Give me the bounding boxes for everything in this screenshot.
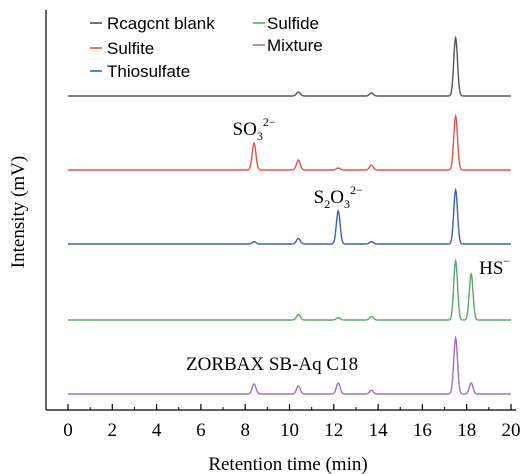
- legend: Rcagcnt blank Sulfide Sulfite Mixture Th…: [90, 14, 323, 81]
- legend-item-thiosulfate: Thiosulfate: [90, 62, 190, 81]
- peak-label: HS−: [479, 254, 510, 279]
- peak-label: SO32−: [233, 115, 276, 143]
- column-label: ZORBAX SB-Aq C18: [186, 354, 358, 375]
- x-tick-label: 2: [108, 420, 118, 441]
- legend-label: Rcagcnt blank: [107, 14, 215, 33]
- legend-item-mixture: Mixture: [253, 36, 323, 55]
- trace-sulfide: [68, 258, 511, 321]
- peak-label-part: S: [314, 187, 325, 208]
- x-tick-label: 14: [369, 420, 389, 441]
- x-tick-label: 18: [457, 420, 476, 441]
- trace-group: [68, 35, 511, 395]
- x-tick-label: 16: [413, 420, 432, 441]
- peak-label-part: 2: [324, 197, 330, 211]
- peak-label-part: −: [503, 254, 510, 268]
- x-tick-label: 4: [152, 420, 162, 441]
- peak-label-part: 3: [344, 197, 350, 211]
- peak-label-part: HS: [479, 258, 503, 279]
- trace-mixture: [68, 335, 511, 395]
- trace-thiosulfate: [68, 187, 511, 245]
- peak-label-part: 2−: [263, 115, 276, 129]
- peak-label-part: SO: [233, 119, 257, 140]
- trace-rcagcnt-blank: [68, 35, 511, 97]
- peak-label: S2O32−: [314, 183, 363, 211]
- x-tick-label: 6: [196, 420, 206, 441]
- x-tick-group: 0 2 4 6 8 10 12 14 16 18 20: [63, 404, 521, 441]
- peak-label-part: 3: [257, 129, 263, 143]
- annotation-group: SO32−S2O32−HS−ZORBAX SB-Aq C18: [186, 115, 510, 375]
- legend-item-sulfite: Sulfite: [90, 39, 154, 58]
- legend-label: Thiosulfate: [107, 62, 190, 81]
- x-tick-label: 20: [502, 420, 521, 441]
- x-tick-label: 12: [324, 420, 343, 441]
- x-axis-title: Retention time (min): [208, 454, 367, 474]
- y-axis-title: Intensity (mV): [8, 156, 29, 268]
- legend-label: Sulfide: [267, 14, 319, 33]
- peak-label-part: 2−: [350, 183, 363, 197]
- x-tick-label: 8: [240, 420, 250, 441]
- peak-label-part: O: [330, 187, 344, 208]
- legend-item-rcagcnt-blank: Rcagcnt blank: [90, 14, 215, 33]
- legend-label: Sulfite: [107, 39, 154, 58]
- legend-item-sulfide: Sulfide: [253, 14, 319, 33]
- x-tick-label: 0: [63, 420, 73, 441]
- x-tick-label: 10: [280, 420, 299, 441]
- legend-label: Mixture: [267, 36, 323, 55]
- trace-sulfite: [68, 113, 511, 171]
